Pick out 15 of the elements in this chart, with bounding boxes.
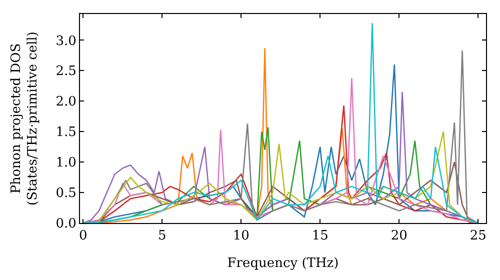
x-tick-label: 20 bbox=[390, 228, 408, 244]
x-tick-label: 25 bbox=[470, 228, 486, 244]
x-axis-title: Frequency (THz) bbox=[227, 256, 339, 272]
y-tick-label: 0.0 bbox=[56, 216, 76, 232]
y-tick-label: 0.5 bbox=[56, 186, 76, 202]
y-tick-label: 2.0 bbox=[56, 94, 76, 110]
x-tick-label: 0 bbox=[79, 228, 88, 244]
x-tick-label: 15 bbox=[312, 228, 328, 244]
y-tick-label: 1.0 bbox=[56, 156, 76, 171]
y-tick-label: 3.0 bbox=[56, 34, 76, 49]
y-axis-title: Phonon projected DOS (States/THz·primitive cell) bbox=[8, 31, 41, 206]
x-tick-label: 5 bbox=[158, 228, 166, 244]
y-tick-label: 2.5 bbox=[56, 64, 76, 80]
x-tick-label: 10 bbox=[232, 228, 250, 244]
y-tick-label: 1.5 bbox=[56, 125, 76, 140]
